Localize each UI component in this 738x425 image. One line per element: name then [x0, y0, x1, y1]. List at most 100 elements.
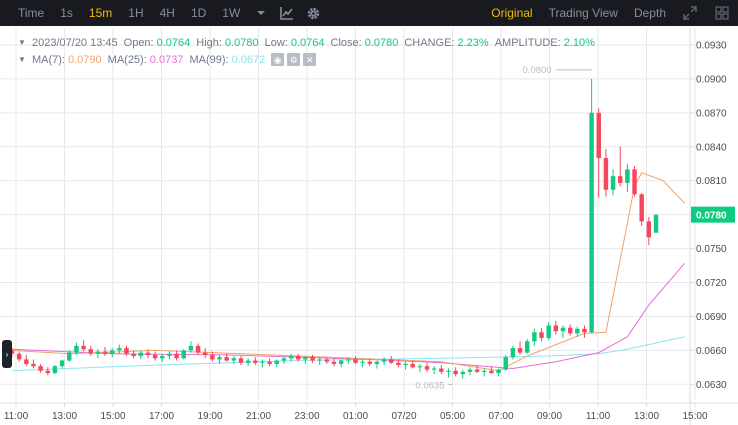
eye-icon[interactable]: ◉ — [271, 53, 285, 66]
y-tick-label: 0.0930 — [696, 40, 727, 51]
candle — [274, 359, 279, 368]
candle-body — [9, 350, 15, 354]
candle — [431, 366, 437, 375]
candle — [575, 326, 580, 337]
view-depth[interactable]: Depth — [633, 6, 666, 20]
candle-body — [281, 358, 287, 361]
candle — [546, 322, 551, 341]
candle — [117, 344, 122, 354]
candle-body — [431, 368, 437, 370]
candle — [353, 356, 358, 364]
candle-body — [439, 368, 444, 372]
candle — [560, 325, 566, 338]
interval-1w[interactable]: 1W — [222, 6, 241, 20]
candle-body — [389, 359, 394, 363]
close-icon[interactable]: ✕ — [303, 53, 317, 66]
chart-toolbar: Time 1s 15m 1H 4H 1D 1W Original Trading… — [0, 0, 738, 26]
candle-body — [410, 363, 415, 368]
interval-1s[interactable]: 1s — [60, 6, 73, 20]
interval-1d[interactable]: 1D — [190, 6, 207, 20]
candle — [296, 353, 301, 362]
view-original[interactable]: Original — [491, 6, 533, 20]
candle — [389, 356, 394, 364]
grid-icon[interactable] — [706, 0, 738, 26]
candle — [102, 346, 108, 357]
candle — [567, 324, 573, 336]
collapse-handle-icon[interactable]: › — [2, 340, 12, 368]
candle-body — [331, 361, 337, 364]
interval-bar: Time 1s 15m 1H 4H 1D 1W — [0, 0, 326, 26]
high-value: 0.0780 — [224, 36, 259, 49]
candle-body — [224, 357, 229, 361]
candle — [67, 350, 72, 362]
x-tick-label: 11:00 — [4, 411, 29, 422]
candles — [9, 78, 659, 379]
chevron-down-icon[interactable] — [248, 0, 274, 26]
y-axis: 0.0930 0.0900 0.0870 0.0840 0.0810 0.0780 0.07… — [690, 40, 735, 391]
candle-body — [181, 350, 186, 359]
candle-body — [188, 345, 194, 351]
interval-4h[interactable]: 4H — [159, 6, 175, 20]
chart-area[interactable]: 0.0800 0.0635 0.0930 0.0900 0.0870 0.0840 0.0… — [0, 26, 738, 425]
candle-body — [152, 354, 158, 359]
candle — [288, 353, 294, 362]
candle-body — [95, 351, 101, 354]
x-tick-label: 13:00 — [634, 411, 659, 422]
candle-body — [238, 358, 244, 363]
candle-body — [496, 369, 501, 373]
amplitude-label: AMPLITUDE: — [494, 36, 561, 49]
interval-1h[interactable]: 1H — [128, 6, 144, 20]
gear-icon[interactable] — [300, 0, 326, 26]
chevron-down-icon[interactable]: ▼ — [18, 37, 26, 47]
time-label[interactable]: Time — [18, 6, 45, 20]
x-tick-label: 19:00 — [197, 411, 222, 422]
moving-average-lines — [11, 172, 685, 372]
candle — [95, 349, 101, 359]
candle — [517, 341, 523, 355]
candle — [317, 357, 322, 366]
candle-body — [67, 352, 72, 361]
candle-body — [303, 357, 308, 360]
candle — [24, 354, 29, 367]
candle — [460, 369, 466, 379]
ma7-value: 0.0790 — [68, 53, 102, 66]
chart-indicator-icon[interactable] — [274, 0, 300, 26]
candle — [610, 169, 616, 196]
candle-body — [210, 354, 215, 360]
candle — [181, 349, 186, 360]
candle — [253, 357, 258, 366]
candle — [346, 357, 351, 364]
candle-body — [231, 358, 237, 361]
candle — [403, 361, 408, 370]
candle-body — [396, 362, 401, 366]
annotations: 0.0800 0.0635 — [415, 65, 592, 392]
candle — [217, 354, 222, 364]
low-label: Low: — [264, 36, 288, 49]
candle-body — [381, 359, 387, 362]
ma7-label: MA(7): — [32, 53, 65, 66]
chevron-down-icon[interactable]: ▼ — [18, 54, 26, 64]
candle-body — [202, 352, 208, 355]
candle-body — [610, 176, 616, 190]
x-tick-label: 07/20 — [391, 411, 416, 422]
last-price-tag — [691, 206, 735, 223]
ma25-label: MA(25): — [107, 53, 147, 66]
gear-icon[interactable]: ⚙ — [287, 53, 301, 66]
candle-body — [582, 328, 587, 333]
view-trading-view[interactable]: Trading View — [548, 6, 618, 20]
candle — [59, 359, 65, 369]
candle-body — [553, 325, 559, 332]
expand-icon[interactable] — [674, 0, 706, 26]
candle-body — [288, 356, 294, 359]
candle-body — [539, 332, 544, 338]
candle-body — [603, 158, 609, 190]
candle-body — [524, 341, 530, 353]
candle-body — [253, 360, 258, 363]
ma99-label: MA(99): — [189, 53, 229, 66]
candle-body — [59, 360, 65, 367]
candle — [124, 345, 129, 357]
candle-body — [131, 353, 136, 357]
candle-body — [503, 357, 508, 370]
interval-15m[interactable]: 15m — [88, 6, 113, 20]
